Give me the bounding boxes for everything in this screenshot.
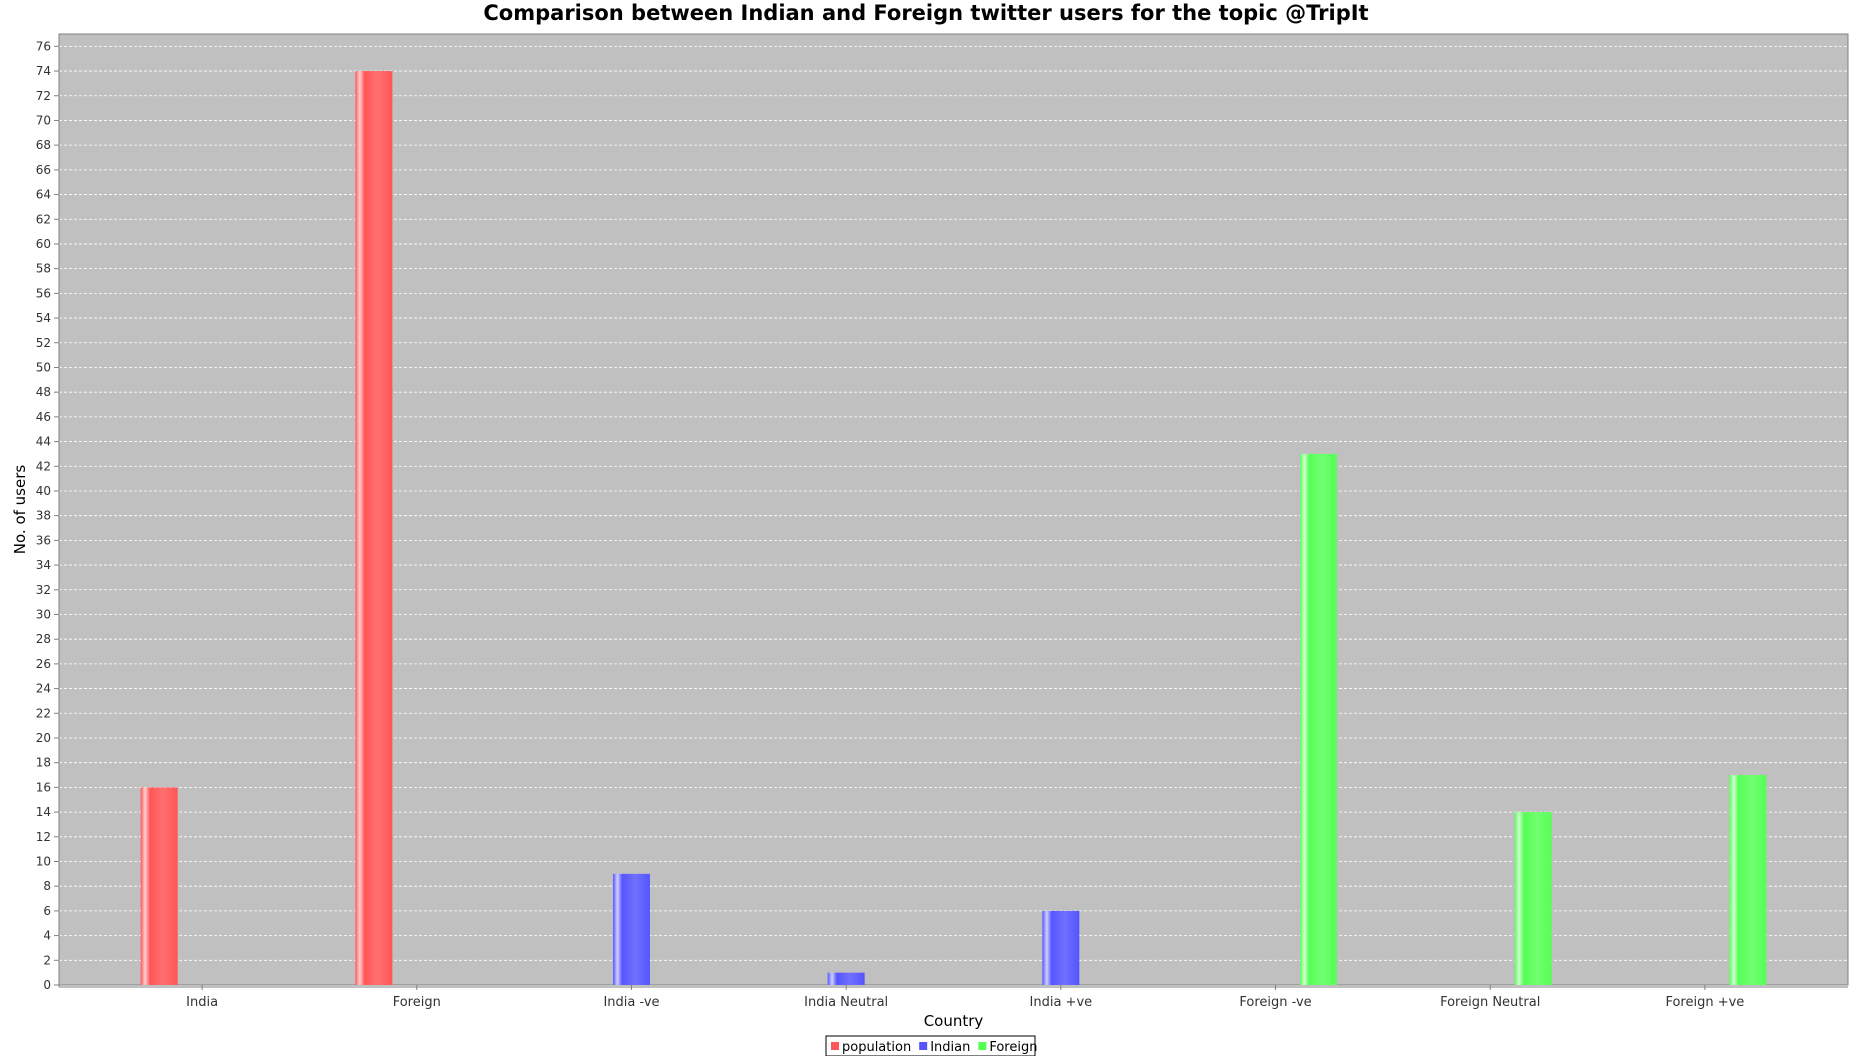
y-tick-label: 24: [36, 682, 51, 696]
y-tick-label: 32: [36, 583, 51, 597]
bar-Indian-India -ve: [612, 873, 650, 985]
legend-label-population: population: [842, 1040, 911, 1055]
legend: population Indian Foreign: [825, 1035, 1037, 1056]
y-tick-label: 44: [36, 435, 51, 449]
y-tick-label: 22: [36, 706, 51, 720]
y-tick-label: 70: [36, 113, 51, 127]
legend-label-Indian: Indian: [930, 1040, 970, 1055]
x-tick-label: India: [186, 995, 218, 1010]
x-tick-label: Foreign +ve: [1665, 995, 1744, 1010]
y-tick-label: 0: [43, 978, 51, 992]
y-tick-label: 18: [36, 756, 51, 770]
y-tick-label: 66: [36, 163, 51, 177]
x-tick-label: India Neutral: [804, 995, 888, 1010]
x-tick-label: Foreign -ve: [1239, 995, 1311, 1010]
y-tick-label: 52: [36, 336, 51, 350]
legend-swatch-Foreign: [978, 1042, 987, 1050]
y-tick-label: 2: [43, 953, 51, 967]
x-tick-label: India +ve: [1030, 995, 1093, 1010]
y-tick-label: 38: [36, 509, 51, 523]
y-tick-label: 12: [36, 830, 51, 844]
chart-title: Comparison between Indian and Foreign tw…: [483, 1, 1368, 25]
plot-area: [58, 33, 1849, 986]
x-axis-label: Country: [924, 1012, 984, 1030]
y-tick-label: 54: [36, 311, 51, 325]
y-axis-label: No. of users: [11, 465, 29, 555]
y-tick-label: 42: [36, 459, 51, 473]
y-tick-label: 48: [36, 385, 51, 399]
legend-label-Foreign: Foreign: [989, 1040, 1037, 1055]
y-tick-label: 36: [36, 533, 51, 547]
y-tick-label: 56: [36, 286, 51, 300]
y-axis-ticks: 0246810121416182022242628303234363840424…: [36, 39, 59, 992]
y-tick-label: 16: [36, 780, 51, 794]
y-tick-label: 30: [36, 607, 51, 621]
y-tick-label: 60: [36, 237, 51, 251]
y-tick-label: 76: [36, 39, 51, 53]
bar-population-Foreign: [355, 71, 393, 986]
bars: [140, 71, 1767, 986]
x-tick-label: Foreign Neutral: [1440, 995, 1540, 1010]
bar-population-India: [140, 787, 178, 985]
y-tick-label: 46: [36, 410, 51, 424]
y-tick-label: 34: [36, 558, 51, 572]
y-tick-label: 58: [36, 262, 51, 276]
y-tick-label: 14: [36, 805, 51, 819]
legend-swatch-population: [831, 1042, 839, 1050]
y-tick-label: 74: [36, 64, 51, 78]
y-tick-label: 50: [36, 360, 51, 374]
y-tick-label: 40: [36, 484, 51, 498]
y-tick-label: 8: [43, 879, 51, 893]
y-tick-label: 26: [36, 657, 51, 671]
legend-box: [825, 1035, 1036, 1056]
legend-swatch-Indian: [919, 1042, 928, 1050]
y-tick-label: 72: [36, 89, 51, 103]
y-tick-label: 64: [36, 188, 51, 202]
bar-Indian-India +ve: [1042, 910, 1080, 985]
y-tick-label: 4: [43, 929, 51, 943]
bar-Indian-India Neutral: [827, 972, 865, 985]
y-tick-label: 6: [43, 904, 51, 918]
bar-Foreign-Foreign -ve: [1299, 453, 1337, 985]
y-tick-label: 20: [36, 731, 51, 745]
y-tick-label: 10: [36, 854, 51, 868]
x-tick-label: Foreign: [393, 995, 441, 1010]
bar-Foreign-Foreign Neutral: [1514, 812, 1552, 985]
bar-Foreign-Foreign +ve: [1729, 775, 1767, 985]
x-tick-label: India -ve: [603, 995, 659, 1010]
y-tick-label: 62: [36, 212, 51, 226]
x-axis-ticks: India Foreign India -ve India Neutral India …: [186, 985, 1744, 1010]
y-tick-label: 68: [36, 138, 51, 152]
y-tick-label: 28: [36, 632, 51, 646]
